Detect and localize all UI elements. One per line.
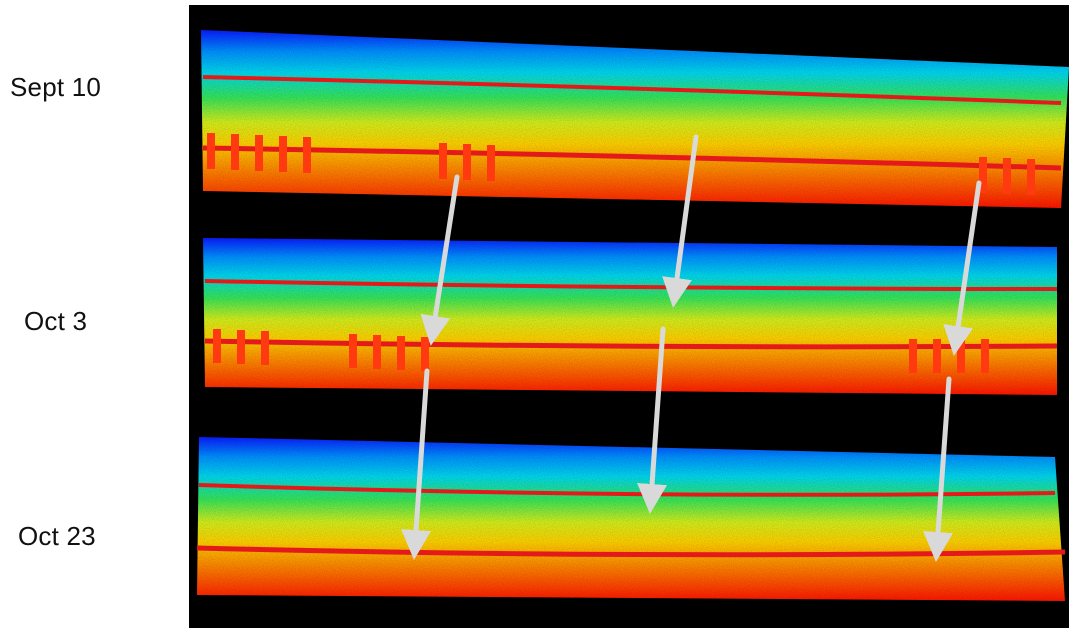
rail-line (202, 145, 1062, 171)
rail-line (202, 75, 1062, 105)
change-arrow (420, 174, 460, 346)
change-arrow (662, 134, 699, 308)
rail-ties (213, 329, 989, 373)
point-cloud-canvas (196, 30, 1069, 601)
change-arrow (401, 368, 431, 560)
scan-strip-3 (196, 437, 1066, 601)
rail-line (198, 483, 1056, 497)
scan-strip-1 (201, 30, 1069, 208)
change-arrows (401, 134, 982, 562)
scan-strip-2 (203, 238, 1058, 395)
rail-line (204, 279, 1058, 291)
scan-date-label-2: Oct 3 (24, 306, 88, 336)
point-cloud-viewer (189, 5, 1069, 628)
scan-date-label-3: Oct 23 (18, 521, 96, 551)
scan-date-label-1: Sept 10 (10, 72, 102, 102)
change-arrow (943, 180, 982, 356)
change-arrow (923, 376, 954, 562)
change-arrow (637, 326, 668, 514)
rail-ties (207, 133, 1035, 195)
